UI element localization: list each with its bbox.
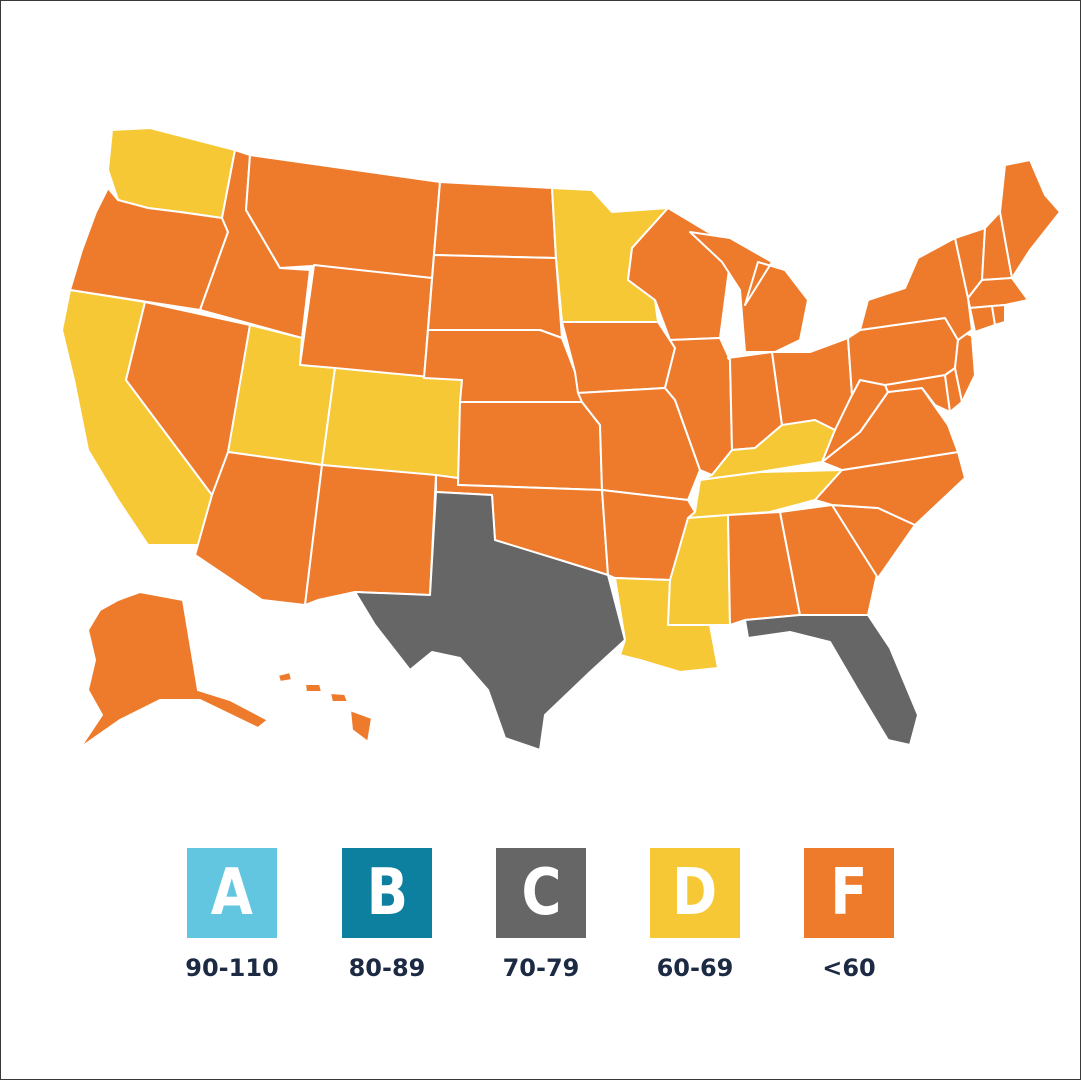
- us-map: [61, 127, 1061, 751]
- legend-swatch-b: B: [342, 848, 432, 938]
- legend-range-c: 70-79: [502, 954, 580, 982]
- state-new-mexico[interactable]: [304, 464, 437, 606]
- state-georgia[interactable]: [779, 504, 879, 616]
- legend-letter-a: A: [210, 856, 254, 930]
- legend-letter-f: F: [830, 856, 868, 930]
- state-illinois[interactable]: [664, 337, 733, 476]
- legend-range-f: <60: [822, 954, 876, 982]
- state-kansas[interactable]: [457, 401, 603, 491]
- state-ohio[interactable]: [771, 337, 853, 431]
- legend-item-f: F <60: [804, 848, 894, 982]
- state-tennessee[interactable]: [687, 469, 843, 519]
- state-north-carolina[interactable]: [814, 451, 966, 526]
- legend-letter-d: D: [672, 856, 718, 930]
- state-michigan[interactable]: [689, 231, 809, 353]
- legend-swatch-d: D: [650, 848, 740, 938]
- legend-letter-c: C: [521, 856, 561, 930]
- legend-item-b: B 80-89: [342, 848, 432, 982]
- legend-swatch-c: C: [496, 848, 586, 938]
- state-rhode-island[interactable]: [991, 304, 1006, 326]
- legend-item-a: A 90-110: [185, 848, 279, 982]
- state-connecticut[interactable]: [969, 305, 996, 333]
- legend-range-d: 60-69: [656, 954, 734, 982]
- state-north-dakota[interactable]: [433, 181, 557, 259]
- state-iowa[interactable]: [561, 321, 676, 394]
- legend-item-c: C 70-79: [496, 848, 586, 982]
- state-texas[interactable]: [354, 491, 626, 751]
- state-alaska[interactable]: [79, 591, 269, 749]
- state-wyoming[interactable]: [299, 264, 433, 379]
- state-maine[interactable]: [999, 159, 1061, 279]
- state-south-dakota[interactable]: [427, 254, 563, 339]
- legend-range-b: 80-89: [348, 954, 426, 982]
- state-colorado[interactable]: [321, 367, 463, 479]
- legend-swatch-a: A: [187, 848, 277, 938]
- legend-letter-b: B: [366, 856, 408, 930]
- legend-item-d: D 60-69: [650, 848, 740, 982]
- state-montana[interactable]: [245, 154, 441, 279]
- grade-legend: A 90-110 B 80-89 C 70-79 D 60-69 F <60: [0, 848, 1081, 988]
- legend-swatch-f: F: [804, 848, 894, 938]
- state-florida[interactable]: [744, 614, 919, 746]
- legend-range-a: 90-110: [185, 954, 279, 982]
- state-hawaii[interactable]: [277, 671, 373, 743]
